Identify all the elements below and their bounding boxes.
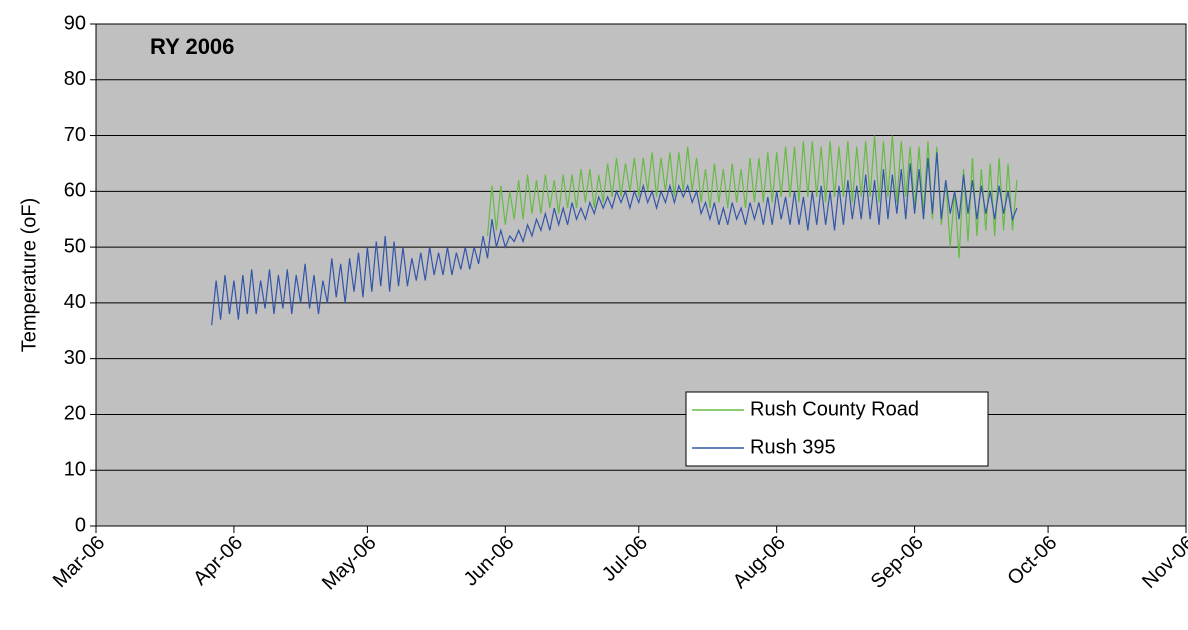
series-line: [486, 135, 1018, 259]
y-tick-label: 40: [64, 291, 86, 313]
x-tick-label: Nov-06: [1138, 532, 1188, 593]
y-tick-label: 30: [64, 347, 86, 369]
legend-label: Rush 395: [750, 436, 836, 458]
y-tick-label: 20: [64, 403, 86, 425]
y-tick-label: 50: [64, 235, 86, 257]
x-tick-label: Jun-06: [460, 532, 519, 591]
x-tick-label: May-06: [318, 532, 381, 595]
y-tick-label: 10: [64, 459, 86, 481]
y-axis-label: Temperature (oF): [18, 198, 40, 353]
x-tick-label: Aug-06: [729, 532, 790, 593]
plot-area: [95, 23, 1187, 527]
x-tick-label: Jul-06: [598, 532, 652, 586]
legend-label: Rush County Road: [750, 398, 919, 420]
y-tick-label: 90: [64, 12, 86, 34]
x-tick-label: Mar-06: [49, 532, 109, 592]
x-tick-label: Sep-06: [867, 532, 928, 593]
x-tick-label: Oct-06: [1003, 532, 1061, 590]
x-tick-label: Apr-06: [189, 532, 247, 590]
y-tick-label: 60: [64, 180, 86, 202]
y-tick-label: 80: [64, 68, 86, 90]
legend-box: [685, 391, 989, 467]
y-tick-label: 0: [75, 514, 86, 536]
chart-title: RY 2006: [150, 34, 234, 59]
y-tick-label: 70: [64, 124, 86, 146]
series-line: [211, 152, 1018, 326]
legend: Rush County Road Rush 395: [685, 391, 989, 467]
